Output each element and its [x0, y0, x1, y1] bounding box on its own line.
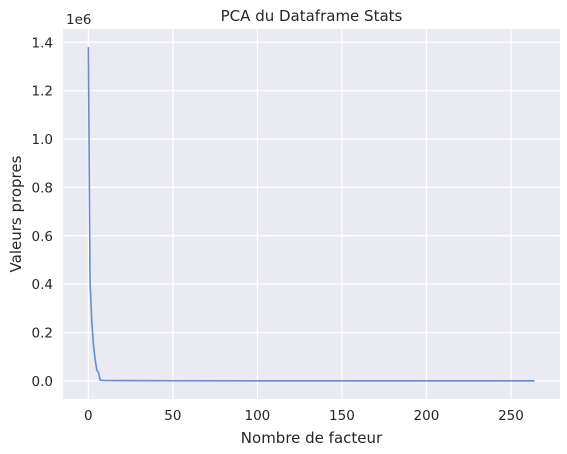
y-tick-label: 0.2	[32, 325, 53, 341]
y-tick-label: 0.4	[32, 277, 53, 293]
grid-lines	[63, 29, 560, 399]
x-tick-label: 250	[498, 408, 524, 424]
x-tick-label: 200	[414, 408, 440, 424]
x-tick-labels: 0 50 100 150 200 250	[84, 408, 524, 424]
series-line	[87, 47, 535, 382]
y-axis-label: Valeurs propres	[7, 155, 25, 272]
y-tick-label: 0.6	[32, 229, 53, 245]
chart-title: PCA du Dataframe Stats	[221, 7, 403, 25]
y-tick-label: 1.2	[32, 84, 53, 100]
y-tick-label: 0.8	[32, 180, 53, 196]
x-tick-label: 0	[84, 408, 93, 424]
y-tick-label: 0.0	[32, 374, 53, 390]
x-tick-label: 150	[329, 408, 355, 424]
y-tick-label: 1.0	[32, 132, 53, 148]
y-tick-label: 1.4	[32, 35, 53, 51]
y-offset-label: 1e6	[66, 12, 91, 28]
x-tick-label: 50	[164, 408, 181, 424]
plot-area	[63, 29, 560, 399]
x-tick-label: 100	[245, 408, 271, 424]
y-tick-labels: 0.0 0.2 0.4 0.6 0.8 1.0 1.2 1.4	[32, 35, 53, 390]
x-axis-label: Nombre de facteur	[241, 429, 383, 447]
series-layer	[87, 47, 535, 382]
